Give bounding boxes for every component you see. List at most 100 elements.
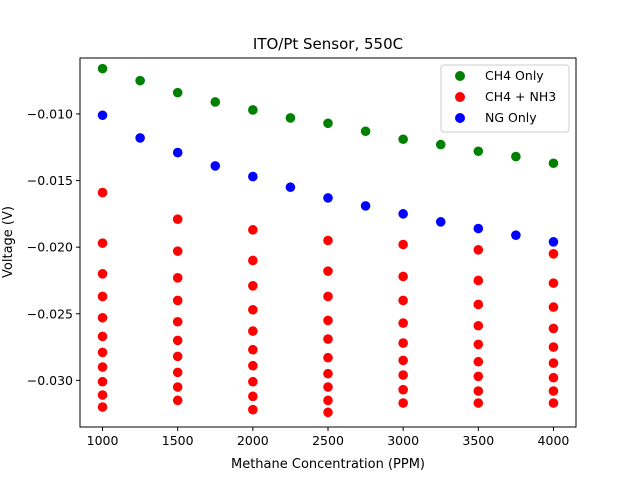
data-point: [473, 223, 484, 234]
data-point: [323, 352, 333, 363]
data-point: [323, 235, 333, 246]
data-points: [97, 63, 559, 418]
data-point: [323, 266, 333, 276]
y-axis-title: Voltage (V): [1, 206, 16, 278]
data-point: [398, 209, 408, 219]
data-point: [398, 398, 408, 408]
data-point: [398, 318, 408, 328]
data-point: [398, 134, 408, 145]
data-point: [248, 391, 258, 402]
data-point: [97, 390, 108, 400]
data-point: [473, 398, 484, 408]
data-point: [135, 133, 145, 143]
data-point: [172, 367, 183, 378]
x-tick-label: 1500: [162, 433, 194, 448]
data-point: [248, 376, 258, 387]
data-point: [360, 126, 371, 137]
data-point: [511, 230, 521, 240]
legend-box: [440, 64, 570, 133]
data-point: [473, 275, 484, 286]
data-point: [210, 97, 221, 107]
data-point: [97, 347, 108, 358]
x-tick-label: 3000: [387, 433, 419, 448]
data-point: [323, 118, 333, 129]
data-point: [323, 368, 333, 379]
data-point: [548, 386, 559, 396]
data-point: [398, 338, 408, 348]
data-point: [398, 295, 408, 306]
data-point: [398, 239, 408, 250]
data-point: [548, 237, 559, 247]
data-point: [97, 312, 108, 323]
data-point: [248, 171, 258, 182]
data-point: [323, 291, 333, 302]
data-point: [172, 246, 183, 256]
data-point: [172, 395, 183, 406]
data-point: [323, 334, 333, 344]
x-tick-label: 2000: [237, 433, 269, 448]
y-tick-label: −0.030: [27, 373, 73, 388]
data-point: [97, 187, 108, 198]
data-point: [548, 278, 559, 288]
data-point: [473, 320, 484, 331]
data-point: [248, 255, 258, 266]
data-point: [172, 147, 183, 158]
data-point: [398, 271, 408, 282]
data-point: [435, 217, 446, 227]
data-point: [398, 355, 408, 366]
data-point: [548, 358, 559, 368]
legend-marker-ch4-only: [455, 71, 465, 81]
data-point: [473, 299, 484, 310]
data-point: [323, 193, 333, 203]
data-point: [248, 360, 258, 371]
y-tick-label: −0.010: [27, 106, 73, 121]
data-point: [548, 323, 559, 334]
legend-marker-ch4-nh3: [455, 92, 465, 102]
data-point: [548, 302, 559, 312]
data-point: [172, 214, 183, 224]
axis-ticks: 1000 1500 2000 2500 3000 3500 4000 −0.030 −0.025…: [27, 106, 570, 448]
x-tick-label: 1000: [87, 433, 119, 448]
data-point: [473, 371, 484, 382]
data-point: [323, 315, 333, 326]
data-point: [323, 407, 333, 418]
data-point: [97, 110, 108, 121]
data-point: [398, 384, 408, 395]
data-point: [548, 249, 559, 259]
data-point: [548, 342, 559, 352]
data-point: [248, 105, 258, 115]
data-point: [97, 362, 108, 372]
x-axis-title: Methane Concentration (PPM): [231, 457, 425, 472]
data-point: [172, 295, 183, 306]
x-tick-label: 4000: [538, 433, 570, 448]
data-point: [435, 139, 446, 150]
data-point: [210, 161, 221, 171]
data-point: [172, 351, 183, 362]
data-point: [97, 269, 108, 279]
data-point: [97, 238, 108, 248]
data-point: [323, 382, 333, 392]
data-point: [398, 370, 408, 380]
data-point: [97, 402, 108, 412]
data-point: [511, 151, 521, 162]
y-tick-label: −0.025: [27, 306, 73, 321]
data-point: [473, 356, 484, 367]
legend-label-ng-only: NG Only: [485, 110, 537, 125]
data-point: [548, 372, 559, 383]
data-point: [97, 376, 108, 387]
data-point: [172, 273, 183, 283]
data-point: [473, 245, 484, 255]
data-point: [172, 316, 183, 327]
data-point: [248, 304, 258, 315]
data-point: [172, 335, 183, 346]
y-tick-label: −0.020: [27, 240, 73, 255]
data-point: [285, 182, 296, 193]
data-point: [97, 291, 108, 302]
data-point: [248, 404, 258, 415]
y-tick-label: −0.015: [27, 173, 73, 188]
x-tick-label: 2500: [312, 433, 344, 448]
data-point: [248, 326, 258, 336]
data-point: [548, 158, 559, 169]
data-point: [473, 339, 484, 350]
